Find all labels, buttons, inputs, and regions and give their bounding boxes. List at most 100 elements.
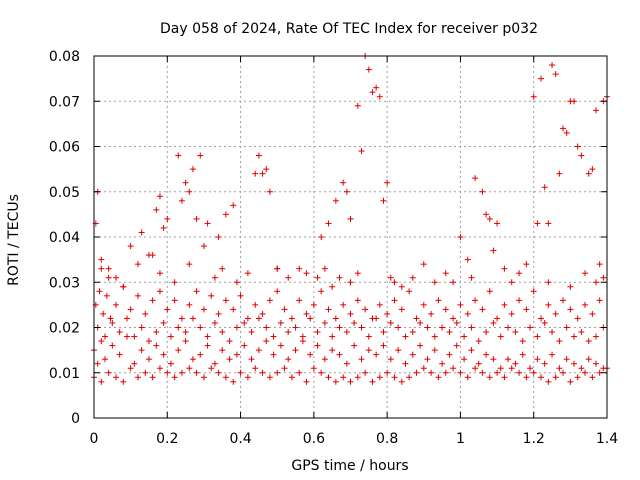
data-point [582,270,589,277]
data-point [138,347,145,354]
data-point [376,374,383,381]
data-point [461,333,468,340]
data-point [373,351,380,358]
data-point [127,365,134,372]
data-point [318,369,325,376]
data-point [340,301,347,308]
y-tick-label: 0.06 [49,140,80,156]
data-point [112,301,119,308]
data-point [479,306,486,313]
data-point [318,234,325,240]
data-point [541,184,548,191]
x-tick-label: 1 [456,431,465,447]
data-point [325,374,332,381]
data-point [574,315,581,322]
data-point [145,338,152,345]
data-point [472,365,479,372]
data-point [450,365,457,372]
data-point [413,315,420,322]
data-point [321,319,328,326]
data-point [538,374,545,381]
data-point [395,324,402,331]
data-point [398,283,405,290]
data-point [420,301,427,308]
data-point [468,324,475,331]
y-tick-label: 0.08 [49,49,80,65]
data-point [556,338,563,345]
data-point [395,347,402,354]
data-point [252,365,259,372]
data-point [552,374,559,381]
data-point [593,107,600,114]
data-point [329,347,336,354]
data-point [596,261,603,268]
data-point [387,319,394,326]
data-point [369,378,376,385]
data-point [98,378,105,385]
x-tick-label: 0.8 [376,431,398,447]
data-point [292,347,299,354]
data-point [530,93,537,100]
y-tick-label: 0 [71,411,80,427]
data-point [420,261,427,268]
data-point [241,342,248,349]
data-point [486,374,493,381]
data-point [116,329,123,336]
data-point [230,202,237,209]
data-point [483,329,490,336]
data-point [112,274,119,281]
data-point [369,89,376,96]
data-point [107,315,114,322]
data-point [387,274,394,281]
data-point [222,211,229,218]
data-point [567,283,574,290]
data-point [508,365,515,372]
data-point [431,347,438,354]
data-point [457,234,464,240]
data-point [219,265,226,272]
data-point [244,374,251,381]
data-point [145,356,152,363]
data-point [545,279,552,286]
data-point [123,315,130,322]
data-point [431,279,438,286]
data-point [167,360,174,367]
data-point [523,374,530,381]
data-point [534,333,541,340]
y-axis-label: ROTI / TECUs [6,194,22,286]
data-point [186,301,193,308]
data-point [105,369,112,376]
data-point [384,369,391,376]
y-tick-labels: 0 0.01 0.02 0.03 0.04 0.05 0.06 0.07 0.08 [49,49,80,427]
data-point [486,215,493,222]
data-point [578,329,585,336]
data-point [464,374,471,381]
data-point [200,306,207,313]
data-point [307,351,314,358]
data-point [178,197,185,204]
data-point [116,351,123,358]
data-points [91,53,610,385]
data-point [211,360,218,367]
data-point [567,378,574,385]
data-point [384,179,391,186]
data-point [439,324,446,331]
y-tick-label: 0.05 [49,185,80,201]
data-point [186,261,193,268]
data-point [193,288,200,295]
data-point [314,329,321,336]
data-point [149,374,156,381]
x-tick-label: 0.6 [303,431,325,447]
data-point [475,338,482,345]
data-point [211,319,218,326]
data-point [109,342,116,349]
data-point [585,356,592,363]
data-point [123,333,130,340]
data-point [365,66,372,73]
data-point [365,347,372,354]
data-point [354,374,361,381]
data-point [153,329,160,336]
x-tick-label: 0 [90,431,99,447]
data-point [105,274,112,281]
